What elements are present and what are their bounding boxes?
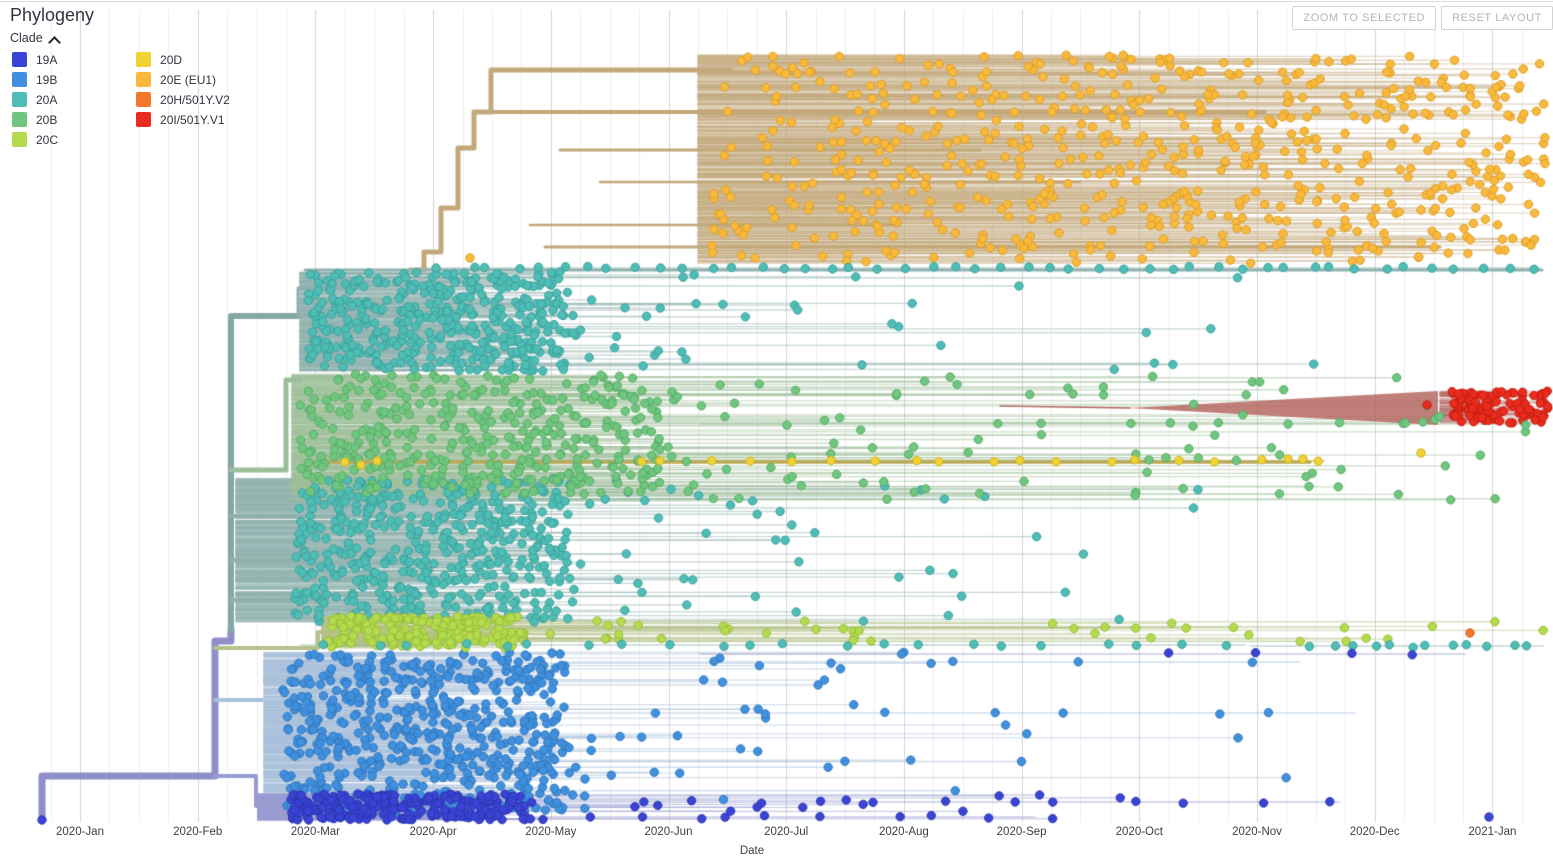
legend-item-19B[interactable]: 19B: [12, 72, 58, 87]
legend-item-20I-501YV1[interactable]: 20I/501Y.V1: [136, 112, 230, 127]
x-axis-tick: 2020-Oct: [1115, 826, 1163, 838]
legend-swatch: [12, 72, 27, 87]
zoom-to-selected-button[interactable]: ZOOM TO SELECTED: [1292, 6, 1437, 30]
x-axis-tick: 2020-May: [525, 826, 577, 838]
x-axis-title: Date: [739, 845, 765, 857]
x-axis-tick: 2020-Jan: [56, 826, 104, 838]
legend-item-20D[interactable]: 20D: [136, 52, 230, 67]
legend-swatch: [136, 72, 152, 87]
panel-top-border: [0, 1, 1553, 2]
legend-column-2: 20D 20E (EU1) 20H/501Y.V2 20I/501Y.V1: [136, 52, 230, 147]
x-axis-tick: 2020-Apr: [409, 826, 457, 838]
legend-item-20B[interactable]: 20B: [12, 112, 58, 127]
legend-label: 20I/501Y.V1: [160, 112, 225, 127]
x-axis-tick: 2021-Jan: [1468, 826, 1517, 838]
page-title: Phylogeny: [10, 5, 95, 25]
legend-column-1: 19A 19B 20A 20B 20C: [12, 52, 58, 147]
clade-coloring-control[interactable]: Clade: [10, 31, 59, 45]
legend-item-20H-501YV2[interactable]: 20H/501Y.V2: [136, 92, 230, 107]
legend-label: 20E (EU1): [160, 72, 217, 87]
x-axis-tick: 2020-Dec: [1349, 826, 1400, 838]
legend-item-20C[interactable]: 20C: [12, 132, 58, 147]
legend-label: 20A: [36, 92, 58, 107]
tree-toolbar: ZOOM TO SELECTED RESET LAYOUT: [1292, 6, 1553, 30]
x-axis-tick: 2020-Feb: [173, 826, 223, 838]
x-axis: 2020-Jan 2020-Feb 2020-Mar 2020-Apr 2020…: [0, 826, 1553, 846]
legend-item-20E-EU1[interactable]: 20E (EU1): [136, 72, 230, 87]
legend-swatch: [12, 112, 27, 127]
reset-layout-button[interactable]: RESET LAYOUT: [1441, 6, 1553, 30]
legend-item-20A[interactable]: 20A: [12, 92, 58, 107]
clade-label: Clade: [10, 31, 43, 45]
legend-swatch: [136, 52, 152, 67]
legend-item-19A[interactable]: 19A: [12, 52, 58, 67]
legend-label: 20D: [160, 52, 183, 67]
x-axis-tick: 2020-Sep: [996, 826, 1047, 838]
legend-label: 19A: [36, 52, 58, 67]
legend-swatch: [136, 112, 152, 127]
legend-swatch: [12, 132, 27, 147]
legend-swatch: [12, 52, 27, 67]
chevron-up-icon: [50, 36, 59, 45]
legend-swatch: [12, 92, 27, 107]
clade-legend: 19A 19B 20A 20B 20C 20D: [12, 52, 230, 147]
legend-label: 19B: [36, 72, 58, 87]
legend-label: 20C: [36, 132, 59, 147]
x-axis-tick: 2020-Mar: [290, 826, 340, 838]
x-axis-tick: 2020-Jul: [764, 826, 809, 838]
x-axis-tick: 2020-Nov: [1232, 826, 1282, 838]
legend-label: 20B: [36, 112, 58, 127]
x-axis-tick: 2020-Aug: [878, 826, 929, 838]
legend-swatch: [136, 92, 152, 107]
x-axis-tick: 2020-Jun: [644, 826, 693, 838]
legend-label: 20H/501Y.V2: [160, 92, 230, 107]
